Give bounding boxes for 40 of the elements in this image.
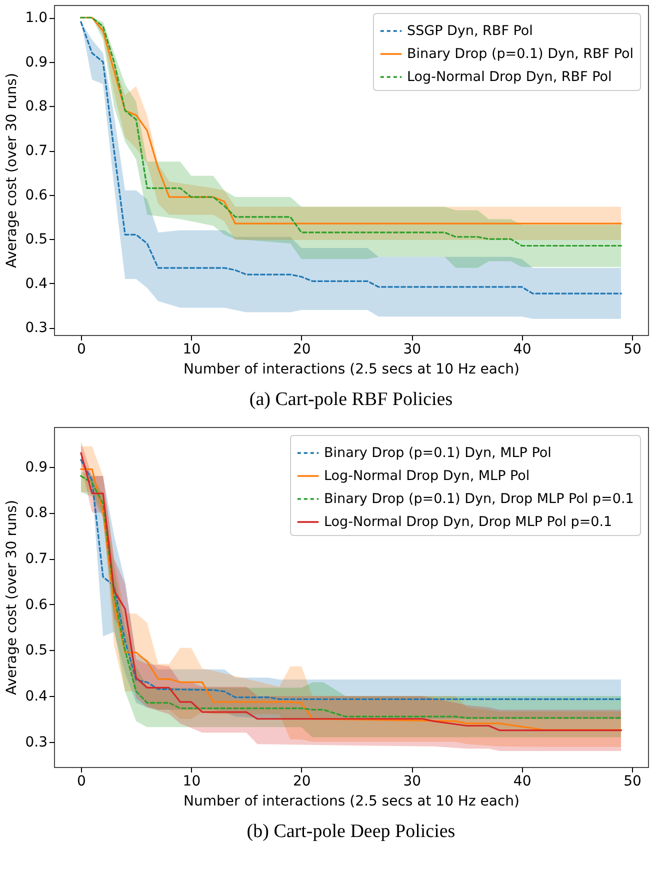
text: (a) Cart-pole RBF Policies: [249, 389, 453, 410]
y-tick-label: 0.9: [25, 54, 48, 70]
y-tick-label: 0.5: [25, 642, 48, 659]
x-tick-label: 40: [513, 342, 532, 358]
legend-label: Binary Drop (p=0.1) Dyn, Drop MLP Pol p=0.1: [324, 491, 634, 507]
y-axis-title: Average cost (over 30 runs): [4, 500, 20, 696]
x-tick-label: 30: [403, 774, 422, 790]
x-tick-label: 0: [77, 342, 86, 358]
y-tick-label: 0.8: [25, 505, 48, 522]
x-axis-title: Number of interactions (2.5 secs at 10 Hz each): [184, 362, 520, 378]
y-tick-label: 0.4: [25, 276, 48, 292]
x-tick-label: 20: [292, 342, 311, 358]
y-tick-label: 0.5: [25, 232, 48, 248]
x-tick-label: 50: [624, 774, 642, 790]
x-axis-title: Number of interactions (2.5 secs at 10 Hz each): [184, 794, 520, 810]
y-tick-label: 1.0: [25, 10, 48, 26]
y-tick-label: 0.9: [25, 459, 48, 476]
x-tick-label: 10: [182, 342, 201, 358]
y-axis-title: Average cost (over 30 runs): [4, 72, 20, 268]
y-tick-label: 0.7: [25, 551, 48, 568]
x-tick-label: 30: [403, 342, 422, 358]
y-tick-label: 0.8: [25, 98, 48, 115]
x-tick-label: 0: [77, 774, 86, 790]
x-tick-label: 50: [624, 342, 642, 358]
y-tick-label: 0.3: [25, 320, 48, 336]
text: (b) Cart-pole Deep Policies: [246, 821, 456, 842]
y-tick-label: 0.7: [25, 143, 48, 160]
y-tick-label: 0.3: [25, 734, 48, 750]
y-tick-label: 0.4: [25, 688, 48, 704]
legend-label: Log-Normal Drop Dyn, Drop MLP Pol p=0.1: [324, 514, 612, 530]
x-tick-label: 20: [292, 774, 311, 790]
x-tick-label: 10: [182, 774, 201, 790]
legend-label: Binary Drop (p=0.1) Dyn, MLP Pol: [324, 445, 552, 461]
legend-label: Log-Normal Drop Dyn, MLP Pol: [324, 468, 530, 484]
legend-label: Binary Drop (p=0.1) Dyn, RBF Pol: [407, 46, 634, 62]
legend-label: SSGP Dyn, RBF Pol: [407, 23, 533, 39]
y-tick-label: 0.6: [25, 596, 48, 613]
legend-label: Log-Normal Drop Dyn, RBF Pol: [407, 69, 612, 85]
y-tick-label: 0.6: [25, 187, 48, 204]
x-tick-label: 40: [513, 774, 532, 790]
